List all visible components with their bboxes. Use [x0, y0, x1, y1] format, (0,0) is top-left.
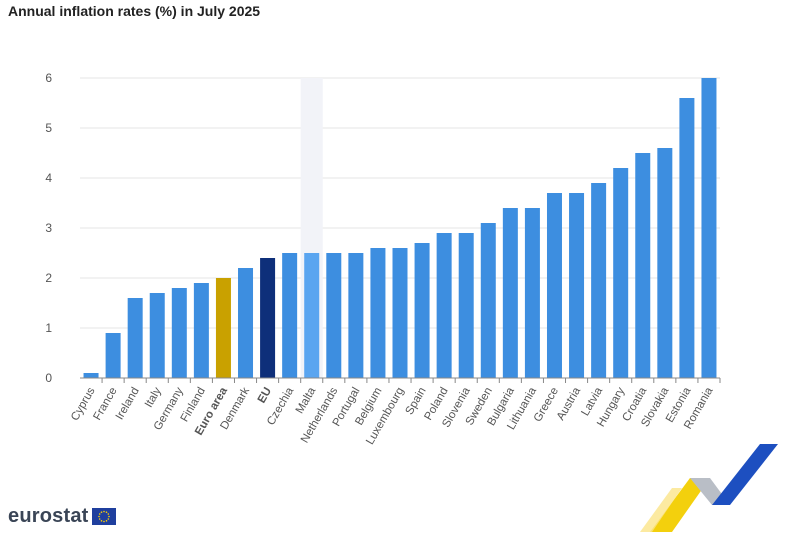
eurostat-chevron-ribbon	[640, 444, 778, 532]
bar-austria[interactable]	[569, 193, 585, 378]
bar-luxembourg[interactable]	[392, 248, 408, 378]
bar-slovakia[interactable]	[657, 148, 673, 378]
bar-estonia[interactable]	[679, 98, 695, 378]
flag-star	[107, 515, 110, 517]
flag-star	[100, 519, 102, 522]
y-tick-label: 1	[45, 321, 52, 335]
x-tick-label: Italy	[143, 385, 164, 409]
y-tick-label: 5	[45, 121, 52, 135]
eu-flag-icon	[91, 507, 116, 525]
chart-title: Annual inflation rates (%) in July 2025	[8, 3, 261, 19]
flag-star	[105, 519, 107, 522]
flag-star	[105, 510, 107, 513]
y-tick-label: 3	[45, 221, 52, 235]
bar-belgium[interactable]	[370, 248, 386, 378]
bar-germany[interactable]	[171, 288, 187, 378]
bar-hungary[interactable]	[613, 168, 629, 378]
bar-malta[interactable]	[304, 253, 320, 378]
bar-romania[interactable]	[701, 78, 717, 378]
bar-denmark[interactable]	[238, 268, 254, 378]
bar-portugal[interactable]	[348, 253, 364, 378]
flag-star	[100, 510, 102, 513]
bars	[83, 78, 717, 378]
y-tick-label: 2	[45, 271, 52, 285]
flag-star	[98, 517, 100, 520]
flag-star	[102, 510, 105, 512]
y-tick-label: 6	[45, 71, 52, 85]
x-tick-label: EU	[256, 386, 274, 406]
flag-star	[102, 520, 105, 522]
bar-spain[interactable]	[414, 243, 430, 378]
y-tick-label: 0	[45, 371, 52, 385]
bar-czechia[interactable]	[282, 253, 298, 378]
bar-lithuania[interactable]	[524, 208, 540, 378]
bar-italy[interactable]	[149, 293, 165, 378]
flag-star	[98, 512, 100, 515]
bar-euro-area[interactable]	[215, 278, 231, 378]
flag-star	[107, 517, 109, 520]
flag-star	[107, 512, 109, 515]
y-tick-label: 4	[45, 171, 52, 185]
logo-text: eurostat	[8, 504, 89, 527]
eurostat-logo: eurostat	[8, 505, 116, 527]
bar-cyprus[interactable]	[83, 373, 99, 378]
bar-greece[interactable]	[546, 193, 562, 378]
flag-star	[97, 515, 100, 517]
bar-bulgaria[interactable]	[502, 208, 518, 378]
bar-latvia[interactable]	[591, 183, 607, 378]
bar-slovenia[interactable]	[458, 233, 474, 378]
bar-eu[interactable]	[260, 258, 276, 378]
bar-croatia[interactable]	[635, 153, 651, 378]
y-axis: 0 1 2 3 4 5 6	[45, 71, 52, 385]
bar-poland[interactable]	[436, 233, 452, 378]
bar-sweden[interactable]	[480, 223, 496, 378]
bar-france[interactable]	[105, 333, 121, 378]
bar-netherlands[interactable]	[326, 253, 342, 378]
bar-finland[interactable]	[193, 283, 209, 378]
bar-ireland[interactable]	[127, 298, 143, 378]
